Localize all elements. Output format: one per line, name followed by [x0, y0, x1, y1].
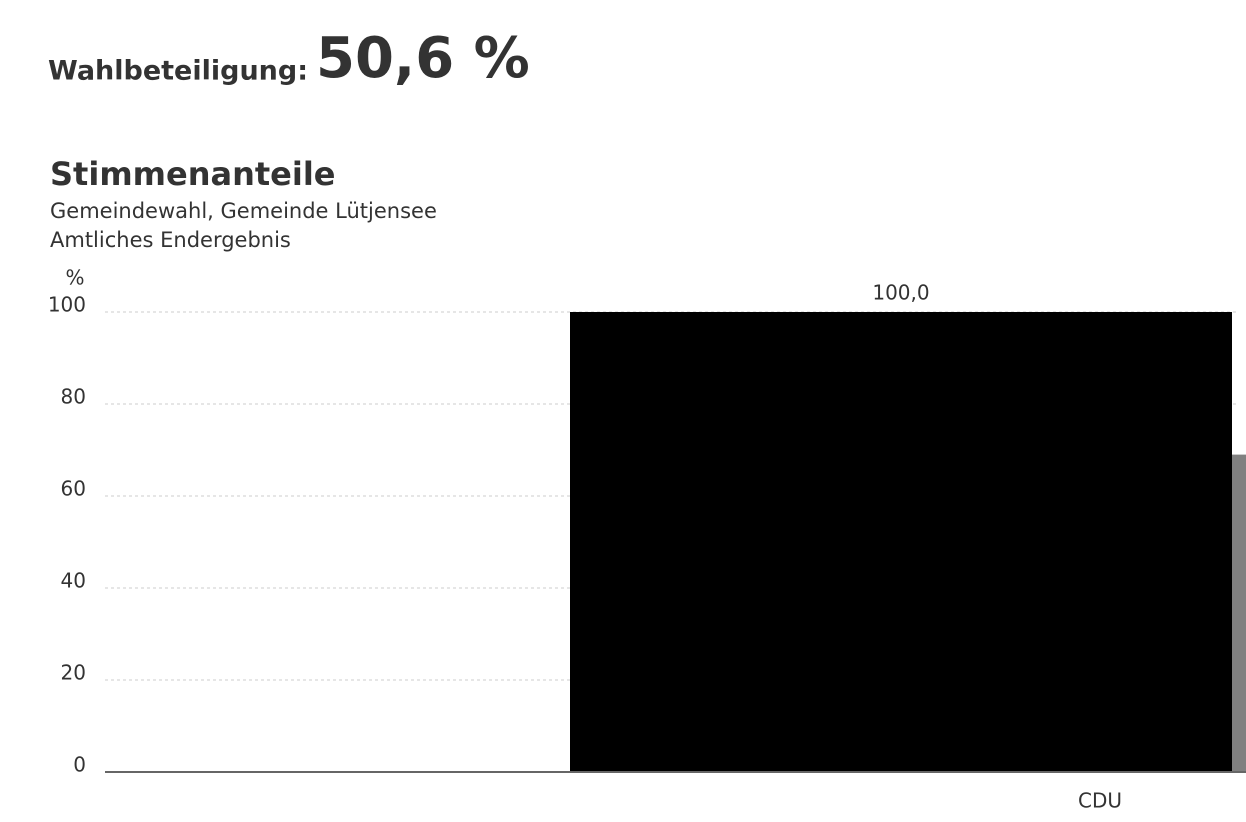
chart-subtitle: Gemeindewahl, Gemeinde Lütjensee — [50, 199, 437, 223]
x-tick-label: CDU — [1078, 789, 1122, 813]
bar — [1232, 454, 1246, 772]
chart-title: Stimmenanteile — [50, 155, 336, 193]
value-label: 100,0 — [872, 281, 929, 305]
bar — [570, 312, 1232, 772]
y-tick-label: 60 — [61, 477, 86, 501]
turnout-label: Wahlbeteiligung: — [48, 56, 308, 87]
y-tick-label: 40 — [61, 569, 86, 593]
y-axis-label: % — [65, 266, 84, 290]
chart-subtitle: Amtliches Endergebnis — [50, 228, 291, 252]
y-tick-label: 100 — [48, 293, 86, 317]
y-tick-label: 80 — [61, 385, 86, 409]
y-tick-label: 0 — [73, 753, 86, 777]
y-tick-label: 20 — [61, 661, 86, 685]
turnout-value: 50,6 % — [316, 26, 530, 91]
